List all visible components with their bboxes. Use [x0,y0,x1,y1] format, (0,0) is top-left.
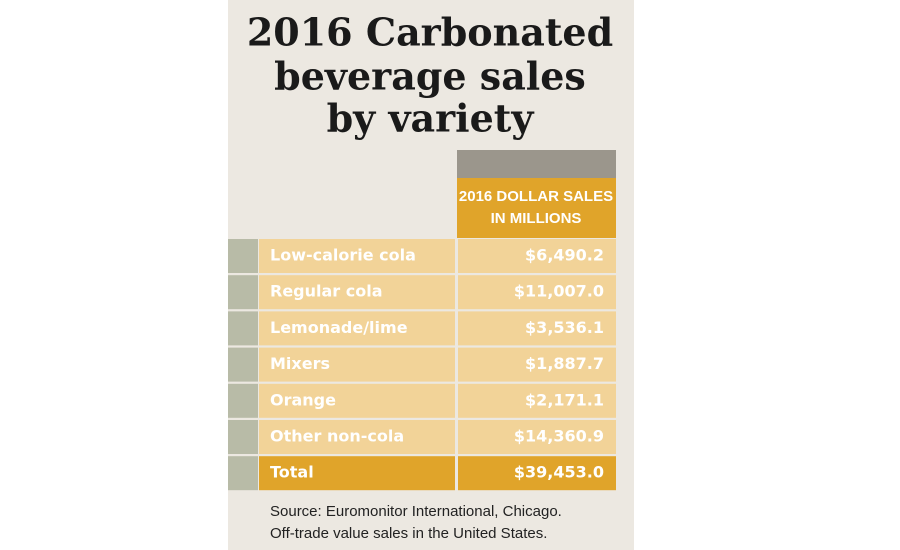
row-tab [228,239,258,273]
label-cell [259,347,455,382]
row-value: $1,887.7 [525,354,604,373]
label-cell [259,456,455,491]
label-cell [259,383,455,418]
value-cell [458,347,616,382]
source: Off-trade value sales in the United Stat… [270,525,547,542]
row-tab [228,420,258,454]
row-value: $39,453.0 [514,463,604,482]
row-value: $2,171.1 [525,390,604,409]
label-cell [259,420,455,454]
header-text: IN MILLIONS [491,210,582,227]
title-line: beverage sales [274,54,586,99]
label-cell [259,311,455,346]
row-value: $6,490.2 [525,246,604,265]
label-cell [259,275,455,310]
row-tab [228,383,258,418]
row-label: Low-calorie cola [270,246,416,265]
label-cell [259,239,455,273]
row-label: Orange [270,390,336,409]
source: Source: Euromonitor International, Chica… [270,503,562,520]
value-cell [458,420,616,454]
row-value: $11,007.0 [514,282,604,301]
row-tab [228,456,258,491]
row-tab [228,275,258,310]
value-cell [458,456,616,491]
row-label: Total [270,463,314,482]
value-cell [458,383,616,418]
header-cell [457,178,616,238]
title-line: 2016 Carbonated [247,10,613,55]
value-cell [458,311,616,346]
row-label: Mixers [270,354,330,373]
row-tab [228,347,258,382]
row-value: $3,536.1 [525,318,604,337]
row-label: Other non-cola [270,427,404,446]
header-bar [457,150,616,178]
header-text: 2016 DOLLAR SALES [459,188,613,205]
row-label: Lemonade/lime [270,318,408,337]
value-cell [458,239,616,273]
value-cell [458,275,616,310]
title-line: by variety [327,96,535,141]
row-value: $14,360.9 [514,427,604,446]
row-tab [228,311,258,346]
row-label: Regular cola [270,282,383,301]
